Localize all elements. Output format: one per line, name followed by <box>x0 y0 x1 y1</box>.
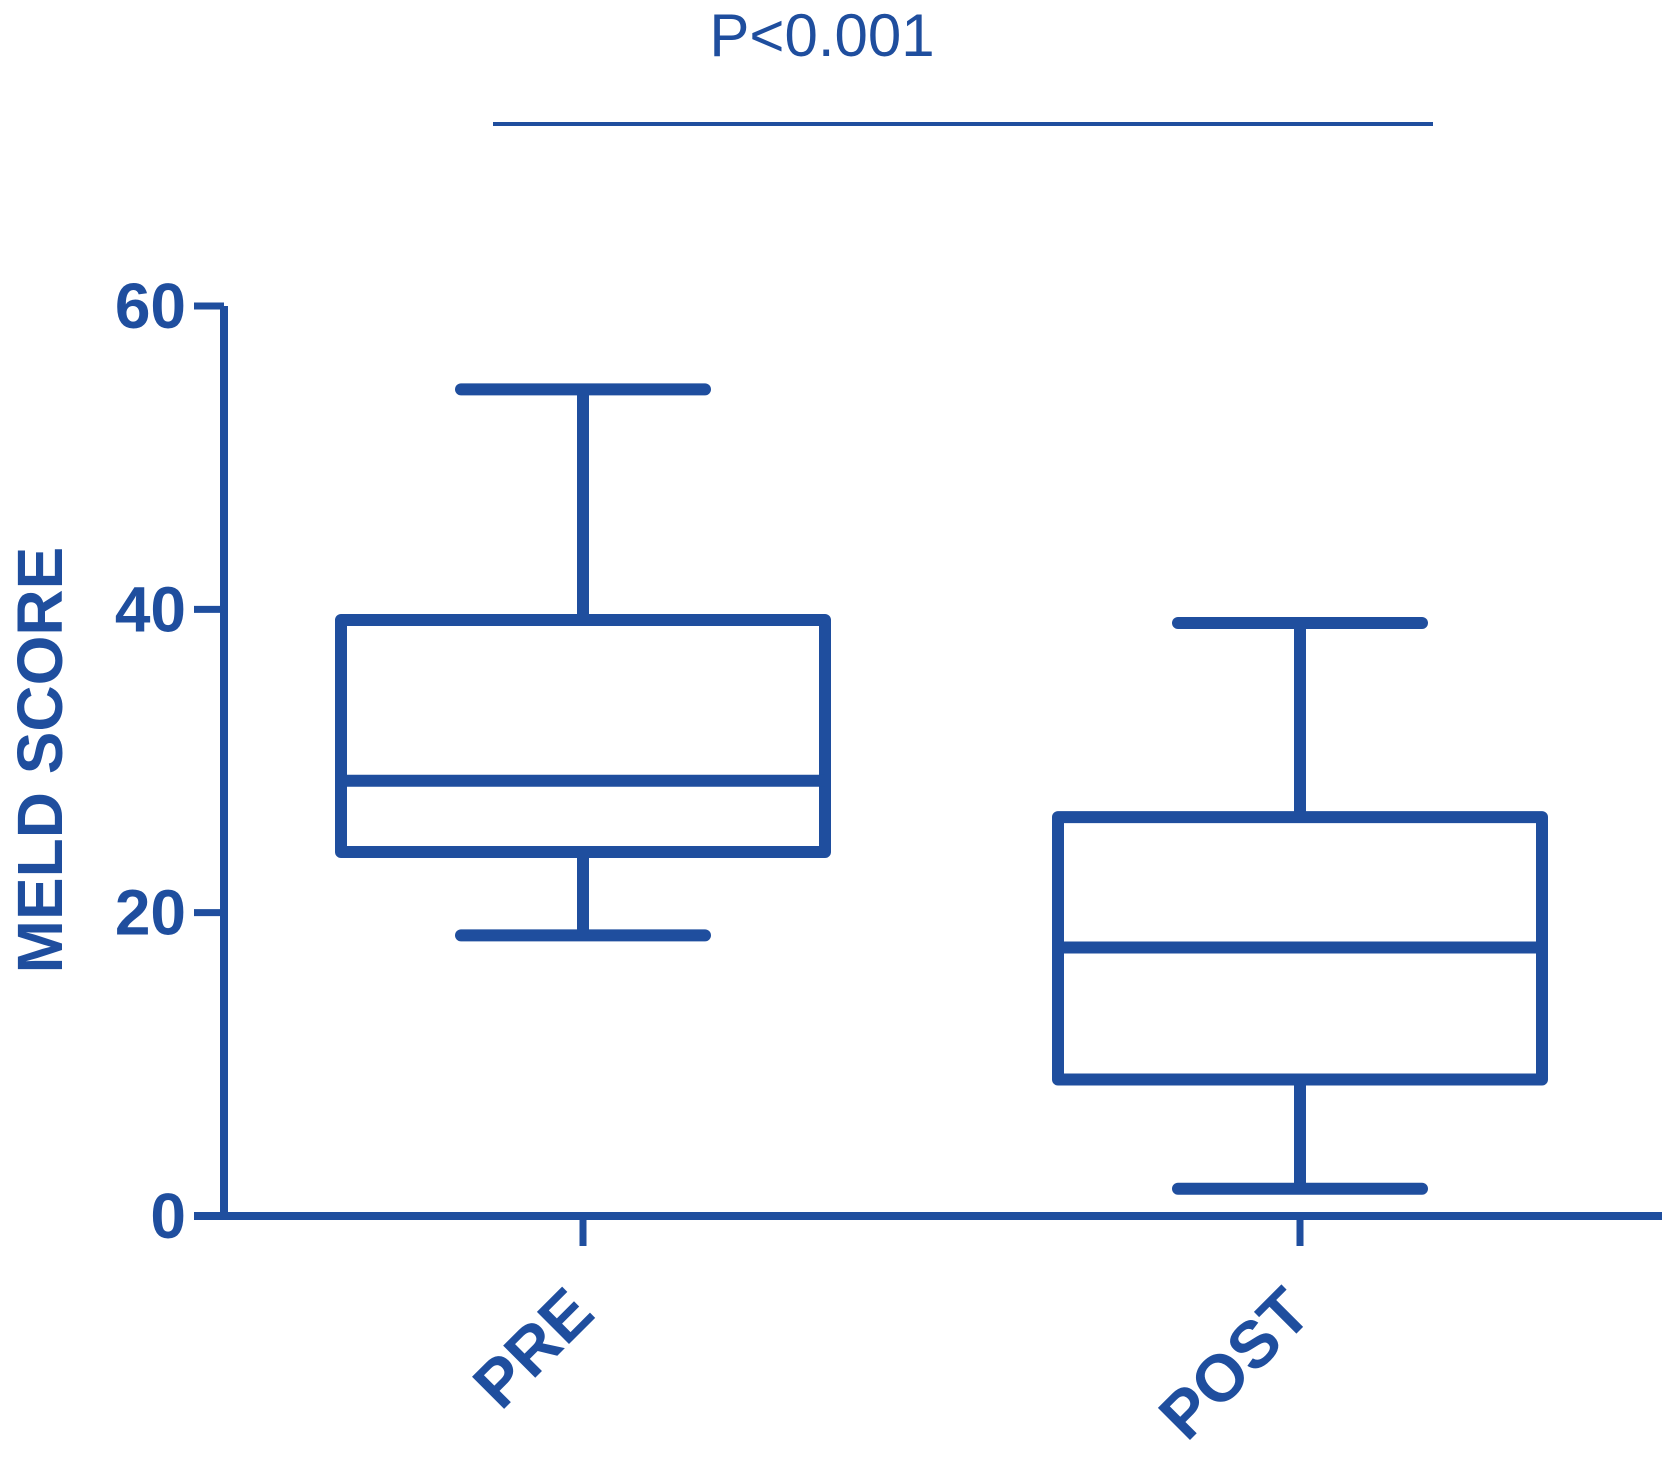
significance-label: P<0.001 <box>709 2 934 69</box>
box-pre <box>335 383 831 942</box>
y-tick-label: 40 <box>115 573 186 645</box>
x-tick-label: POST <box>1145 1274 1324 1453</box>
box-post <box>1052 616 1548 1195</box>
x-tick-label: PRE <box>459 1274 607 1422</box>
y-axis-label: MELD SCORE <box>4 547 76 974</box>
y-tick-label: 0 <box>150 1180 186 1252</box>
y-tick-label: 20 <box>115 877 186 949</box>
y-tick-label: 60 <box>115 270 186 342</box>
box-iqr <box>335 613 831 859</box>
